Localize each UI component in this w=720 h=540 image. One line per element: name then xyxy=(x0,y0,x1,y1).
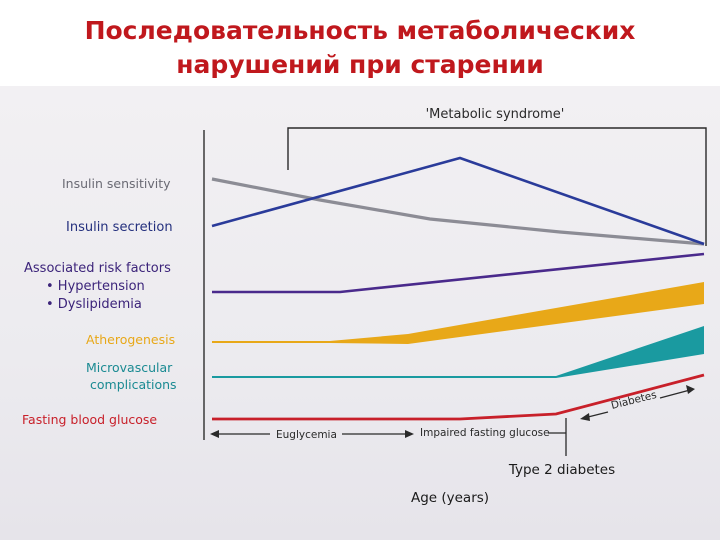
slide-title-line-1: Последовательность метаболических xyxy=(84,16,636,45)
label-hypertension: • Hypertension xyxy=(46,279,145,294)
label-atherogenesis: Atherogenesis xyxy=(86,332,175,347)
atherogenesis-band xyxy=(212,282,704,344)
label-risk-factors: Associated risk factors xyxy=(24,261,171,276)
label-impaired-fasting-glucose: Impaired fasting glucose xyxy=(420,427,550,439)
label-euglycemia: Euglycemia xyxy=(276,429,337,441)
label-insulin-secretion: Insulin secretion xyxy=(66,220,173,235)
label-fasting-glucose: Fasting blood glucose xyxy=(22,412,157,427)
insulin-sensitivity-line xyxy=(211,177,705,246)
label-type-2-diabetes: Type 2 diabetes xyxy=(508,462,615,478)
figure-photo: 'Metabolic syndrome' Insulin sensitivity… xyxy=(0,86,720,540)
metabolic-syndrome-bracket xyxy=(287,127,707,246)
label-insulin-sensitivity: Insulin sensitivity xyxy=(62,176,171,191)
arrowhead-diabetes-right-icon xyxy=(686,385,695,394)
metabolic-syndrome-label: 'Metabolic syndrome' xyxy=(426,107,565,122)
fasting-glucose-line xyxy=(212,373,705,421)
label-microvascular-1: Microvascular xyxy=(86,360,173,375)
slide-title-line-2: нарушений при старении xyxy=(176,50,544,79)
risk-factors-line xyxy=(212,252,705,294)
label-dyslipidemia: • Dyslipidemia xyxy=(46,297,142,312)
pathophysiology-diagram: 'Metabolic syndrome' Insulin sensitivity… xyxy=(22,107,707,506)
x-axis-label: Age (years) xyxy=(411,490,489,506)
insulin-secretion-line xyxy=(211,156,705,246)
arrowhead-right-icon xyxy=(405,430,414,438)
diabetes-arrow-right xyxy=(659,389,691,399)
label-microvascular-2: complications xyxy=(90,377,177,392)
arrowhead-diabetes-left-icon xyxy=(580,413,590,421)
arrowhead-left-icon xyxy=(210,430,219,438)
slide-title: Последовательность метаболических наруше… xyxy=(0,14,720,82)
